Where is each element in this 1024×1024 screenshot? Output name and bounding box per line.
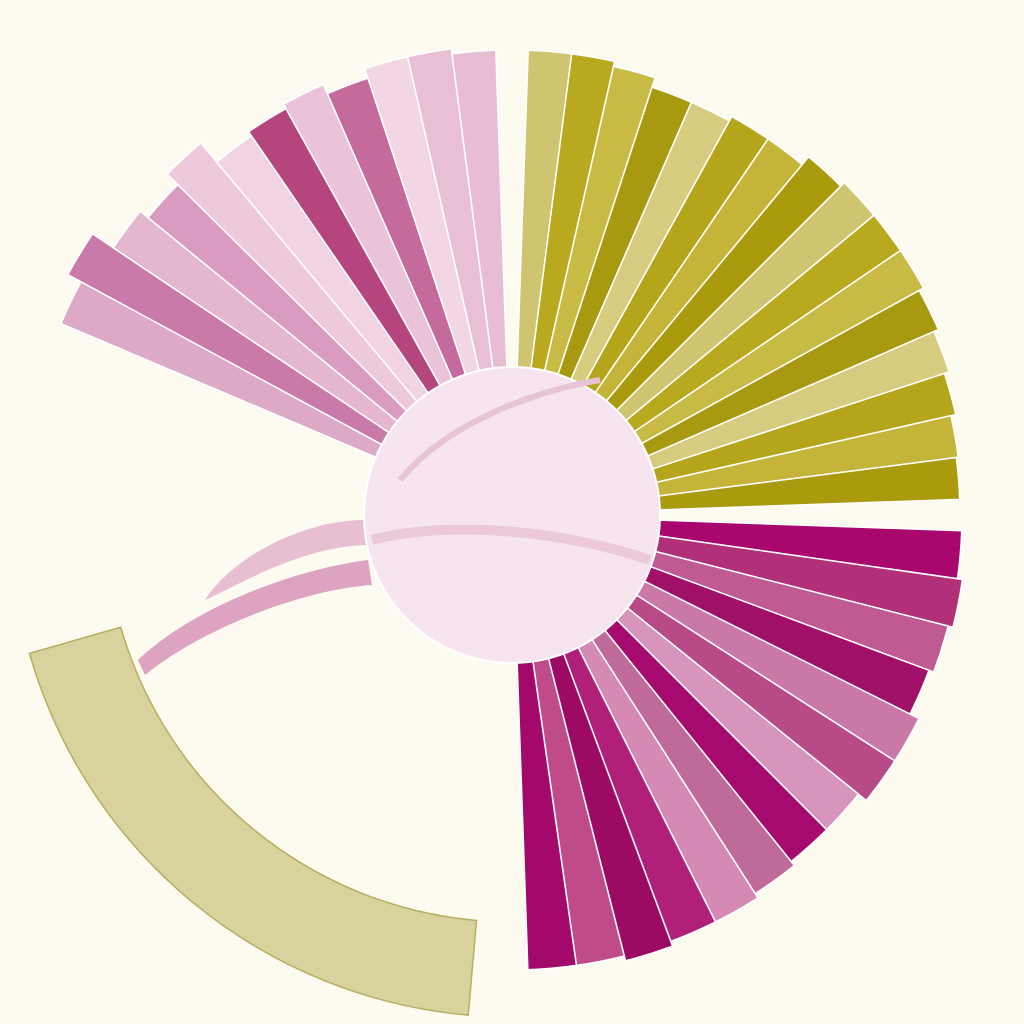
ribbon (397, 377, 601, 482)
ribbon (138, 560, 372, 675)
outer-band (28, 626, 478, 1016)
wedges (59, 48, 964, 971)
inner-circle (363, 366, 661, 664)
ribbon (370, 524, 652, 565)
ribbon (205, 520, 370, 600)
